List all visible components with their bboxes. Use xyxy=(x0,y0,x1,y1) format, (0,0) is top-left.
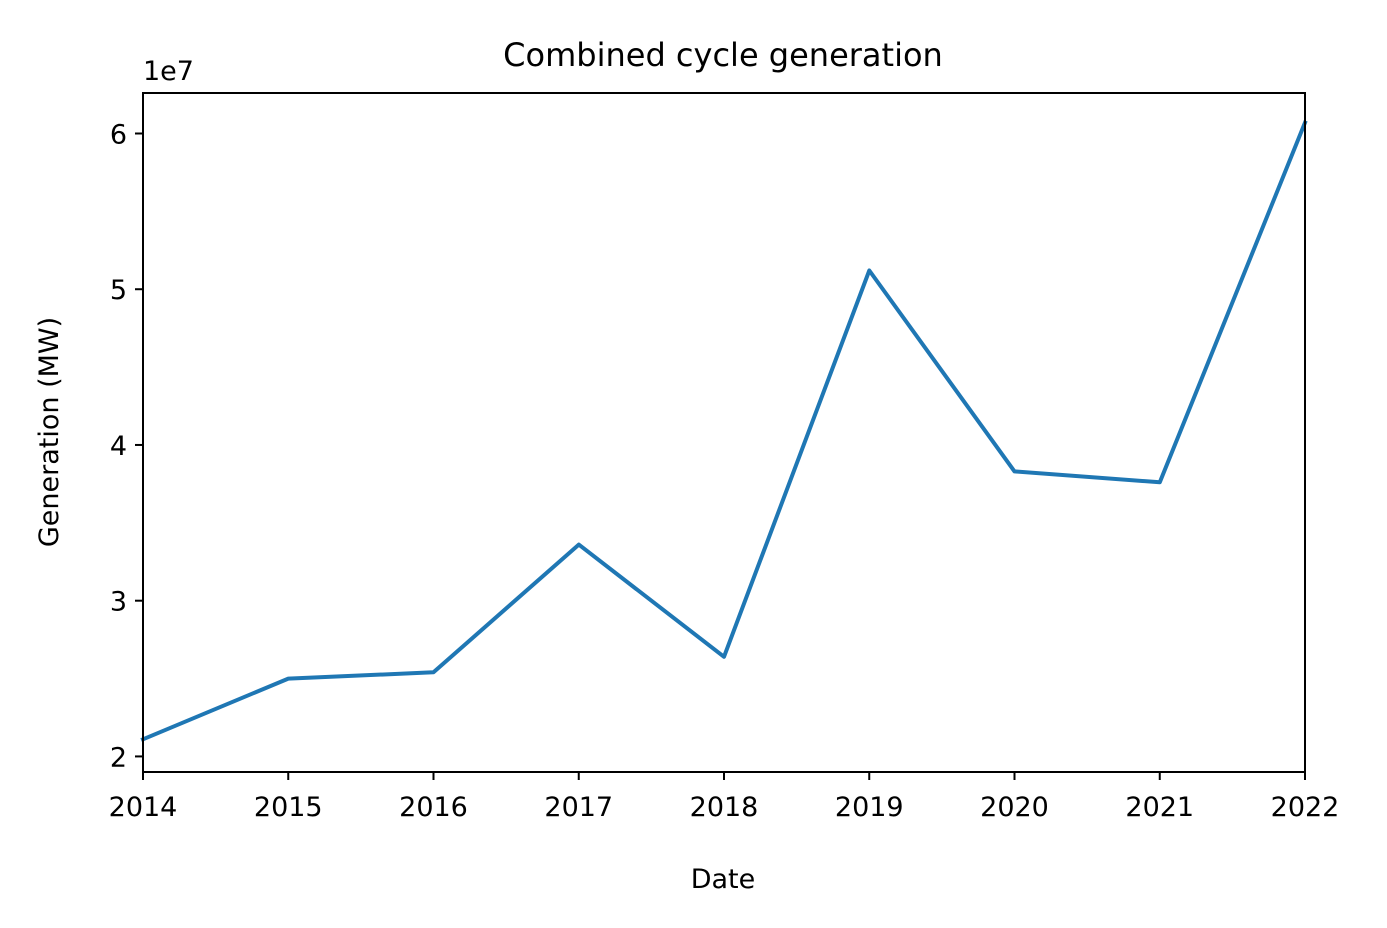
x-tick-label: 2019 xyxy=(835,792,904,823)
y-tick-label: 6 xyxy=(110,119,127,150)
x-tick-label: 2021 xyxy=(1125,792,1194,823)
x-tick-label: 2014 xyxy=(109,792,178,823)
x-axis-label: Date xyxy=(691,864,756,895)
y-axis-offset-label: 1e7 xyxy=(143,56,194,87)
y-tick-label: 3 xyxy=(110,587,127,618)
x-tick-label: 2015 xyxy=(254,792,323,823)
y-tick-label: 2 xyxy=(110,742,127,773)
y-tick-label: 5 xyxy=(110,275,127,306)
y-axis-label: Generation (MW) xyxy=(34,317,65,547)
x-tick-label: 2018 xyxy=(690,792,759,823)
x-tick-label: 2020 xyxy=(980,792,1049,823)
x-tick-label: 2016 xyxy=(399,792,468,823)
plot-series xyxy=(140,119,1308,742)
plot-frame xyxy=(142,92,1306,773)
chart-title: Combined cycle generation xyxy=(503,36,943,74)
y-axis-ticks: 2 3 4 5 6 xyxy=(110,119,143,773)
y-tick-label: 4 xyxy=(110,431,127,462)
x-tick-label: 2017 xyxy=(544,792,613,823)
x-tick-label: 2022 xyxy=(1271,792,1340,823)
x-axis-ticks: 2014 2015 2016 2017 2018 2019 2020 2021 2022 xyxy=(109,772,1340,823)
series-line xyxy=(140,119,1308,742)
